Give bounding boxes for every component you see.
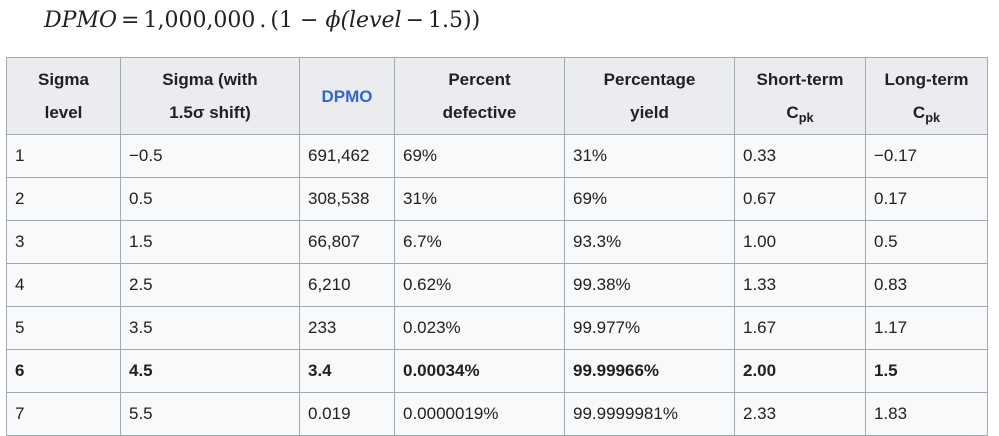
cell-sigma-shift: 5.5: [120, 392, 300, 436]
table-row: 4 2.5 6,210 0.62% 99.38% 1.33 0.83: [6, 263, 988, 307]
cell-short-term-cpk: 2.00: [734, 349, 866, 393]
cell-long-term-cpk: 0.83: [865, 263, 988, 307]
dpmo-formula: DPMO = 1,000,000. (1 − ϕ(level −1.5)): [44, 4, 480, 38]
header-percentage-yield[interactable]: Percentage yield: [564, 57, 735, 135]
formula-arg: (level: [340, 8, 402, 33]
header-sub: pk: [798, 110, 814, 125]
header-sigma-level[interactable]: Sigma level: [6, 57, 121, 135]
cell-percent-defective: 0.0000019%: [394, 392, 565, 436]
header-row: Sigma level Sigma (with 1.5σ shift) DPMO…: [6, 57, 988, 135]
cell-long-term-cpk: −0.17: [865, 134, 988, 178]
header-label: Short-term: [756, 70, 844, 89]
formula-minus: −: [405, 8, 424, 33]
header-label: Cpk: [874, 96, 979, 129]
header-label: Sigma: [37, 70, 90, 89]
formula-value: 1,000,000: [143, 8, 256, 33]
cell-percentage-yield: 99.977%: [564, 306, 735, 350]
cell-long-term-cpk: 0.5: [865, 220, 988, 264]
cell-percent-defective: 0.023%: [394, 306, 565, 350]
cell-long-term-cpk: 1.83: [865, 392, 988, 436]
header-label: Percent: [448, 70, 511, 89]
cell-percent-defective: 0.62%: [394, 263, 565, 307]
cell-dpmo: 0.019: [299, 392, 395, 436]
header-label: Percentage: [603, 70, 696, 89]
cell-percentage-yield: 69%: [564, 177, 735, 221]
header-c: C: [786, 103, 799, 122]
formula-lhs: DPMO: [44, 8, 118, 33]
formula-open: (1 −: [270, 8, 319, 33]
header-label: Sigma (with: [162, 70, 258, 89]
cell-long-term-cpk: 1.17: [865, 306, 988, 350]
header-label: Long-term: [884, 70, 969, 89]
cell-sigma-shift: 1.5: [120, 220, 300, 264]
cell-percentage-yield: 31%: [564, 134, 735, 178]
cell-sigma-level: 7: [6, 392, 121, 436]
table-row: 5 3.5 233 0.023% 99.977% 1.67 1.17: [6, 306, 988, 350]
header-c: C: [912, 103, 926, 122]
header-label: level: [44, 103, 83, 122]
table-row: 1 −0.5 691,462 69% 31% 0.33 −0.17: [6, 134, 988, 178]
cell-sigma-shift: 0.5: [120, 177, 300, 221]
header-label: Cpk: [743, 96, 857, 129]
header-label: defective: [442, 103, 517, 122]
cell-percent-defective: 6.7%: [394, 220, 565, 264]
cell-percentage-yield: 93.3%: [564, 220, 735, 264]
sigma-levels-table: Sigma level Sigma (with 1.5σ shift) DPMO…: [6, 57, 988, 436]
header-long-term-cpk[interactable]: Long-term Cpk: [865, 57, 988, 135]
cell-dpmo: 233: [299, 306, 395, 350]
cell-short-term-cpk: 1.00: [734, 220, 866, 264]
cell-sigma-level: 5: [6, 306, 121, 350]
table-row: 7 5.5 0.019 0.0000019% 99.9999981% 2.33 1.83: [6, 392, 988, 436]
cell-sigma-level: 2: [6, 177, 121, 221]
header-label: yield: [630, 103, 669, 122]
cell-short-term-cpk: 1.67: [734, 306, 866, 350]
cell-percent-defective: 0.00034%: [394, 349, 565, 393]
header-short-term-cpk[interactable]: Short-term Cpk: [734, 57, 866, 135]
cell-percent-defective: 31%: [394, 177, 565, 221]
header-sub: pk: [925, 110, 941, 125]
header-percent-defective[interactable]: Percent defective: [394, 57, 565, 135]
cell-long-term-cpk: 1.5: [865, 349, 988, 393]
cell-sigma-shift: 2.5: [120, 263, 300, 307]
cell-dpmo: 6,210: [299, 263, 395, 307]
cell-percentage-yield: 99.38%: [564, 263, 735, 307]
cell-short-term-cpk: 0.67: [734, 177, 866, 221]
table-row: 6 4.5 3.4 0.00034% 99.99966% 2.00 1.5: [6, 349, 988, 393]
formula-shift: 1.5)): [428, 8, 481, 33]
cell-long-term-cpk: 0.17: [865, 177, 988, 221]
cell-percentage-yield: 99.99966%: [564, 349, 735, 393]
cell-sigma-shift: 3.5: [120, 306, 300, 350]
cell-short-term-cpk: 0.33: [734, 134, 866, 178]
cell-dpmo: 308,538: [299, 177, 395, 221]
cell-short-term-cpk: 2.33: [734, 392, 866, 436]
header-label: 1.5σ shift): [169, 103, 251, 122]
cell-sigma-shift: 4.5: [120, 349, 300, 393]
header-sigma-shift[interactable]: Sigma (with 1.5σ shift): [120, 57, 300, 135]
cell-dpmo: 66,807: [299, 220, 395, 264]
cell-sigma-level: 4: [6, 263, 121, 307]
cell-percent-defective: 69%: [394, 134, 565, 178]
cell-sigma-level: 3: [6, 220, 121, 264]
formula-phi: ϕ: [325, 8, 341, 33]
cell-dpmo: 3.4: [299, 349, 395, 393]
cell-percentage-yield: 99.9999981%: [564, 392, 735, 436]
table-row: 2 0.5 308,538 31% 69% 0.67 0.17: [6, 177, 988, 221]
table-body: 1 −0.5 691,462 69% 31% 0.33 −0.17 2 0.5 308,538 31…: [6, 134, 988, 436]
formula-dot: .: [259, 8, 267, 33]
cell-short-term-cpk: 1.33: [734, 263, 866, 307]
cell-sigma-level: 6: [6, 349, 121, 393]
header-dpmo-link[interactable]: DPMO: [299, 57, 395, 135]
table-row: 3 1.5 66,807 6.7% 93.3% 1.00 0.5: [6, 220, 988, 264]
formula-equals: =: [121, 8, 140, 33]
cell-sigma-shift: −0.5: [120, 134, 300, 178]
cell-dpmo: 691,462: [299, 134, 395, 178]
cell-sigma-level: 1: [6, 134, 121, 178]
header-label: DPMO: [321, 86, 373, 106]
